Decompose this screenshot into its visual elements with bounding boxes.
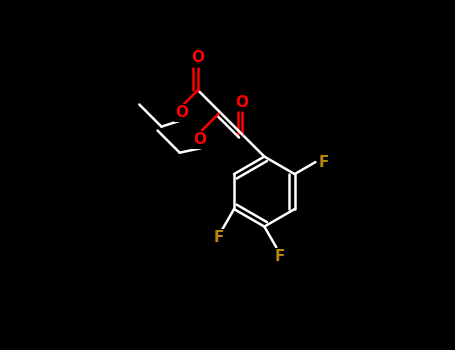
Text: F: F bbox=[213, 230, 223, 245]
Text: O: O bbox=[236, 94, 249, 110]
Text: F: F bbox=[275, 249, 285, 264]
Text: F: F bbox=[318, 155, 329, 170]
Text: O: O bbox=[192, 50, 204, 65]
Text: O: O bbox=[175, 105, 188, 120]
Text: O: O bbox=[193, 132, 207, 147]
